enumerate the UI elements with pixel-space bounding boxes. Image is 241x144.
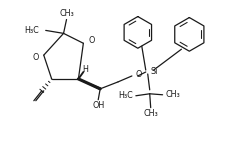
Text: O: O bbox=[136, 70, 142, 79]
Text: OH: OH bbox=[92, 101, 104, 110]
Text: CH₃: CH₃ bbox=[166, 90, 180, 99]
Text: H: H bbox=[82, 65, 88, 74]
Text: H₃C: H₃C bbox=[118, 91, 133, 100]
Text: H₃C: H₃C bbox=[24, 26, 39, 35]
Text: O: O bbox=[33, 53, 39, 62]
Text: Si: Si bbox=[151, 68, 158, 76]
Text: CH₃: CH₃ bbox=[143, 109, 158, 118]
Text: O: O bbox=[88, 36, 95, 45]
Text: CH₃: CH₃ bbox=[59, 9, 74, 18]
